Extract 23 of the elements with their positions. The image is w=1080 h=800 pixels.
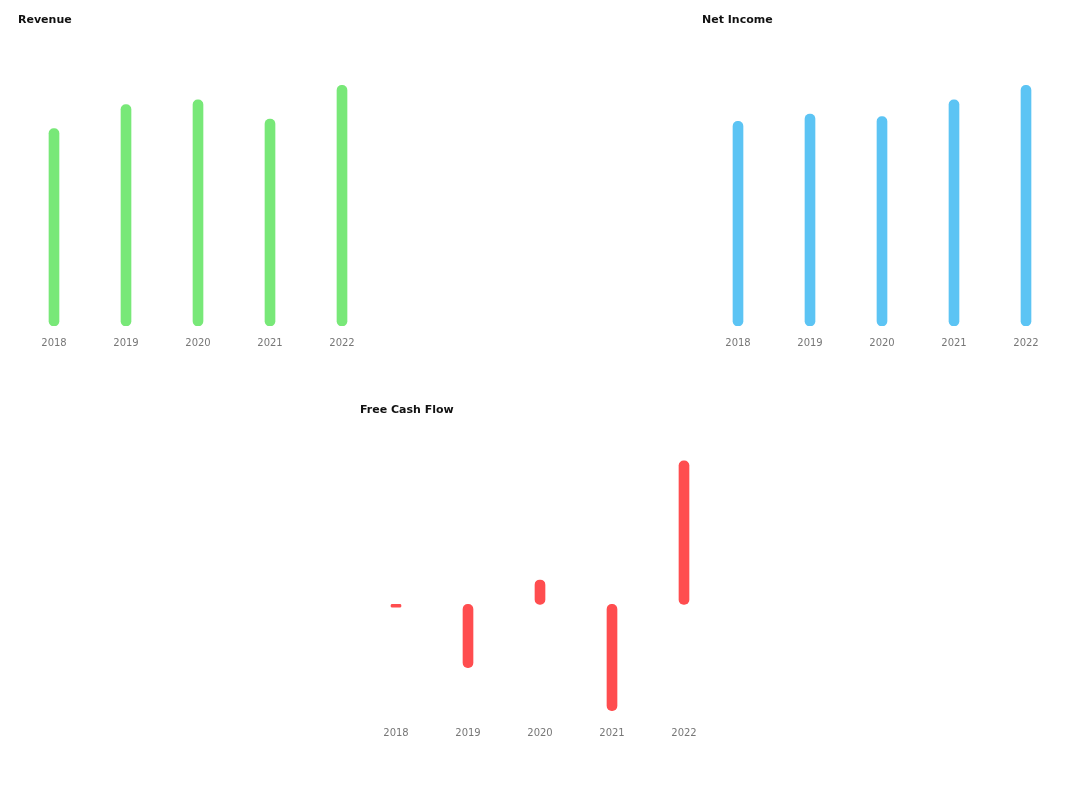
- x-tick-label: 2020: [869, 336, 895, 348]
- x-tick-label: 2018: [41, 336, 67, 348]
- bar: [192, 99, 204, 326]
- chart-title: Revenue: [18, 13, 72, 27]
- chart-title: Net Income: [702, 13, 773, 27]
- bar: [336, 84, 348, 326]
- x-tick-label: 2022: [329, 336, 355, 348]
- x-tick-label: 2019: [455, 726, 481, 738]
- bar: [120, 104, 132, 326]
- x-tick-label: 2018: [725, 336, 751, 348]
- x-tick-label: 2021: [599, 726, 625, 738]
- x-tick-label: 2020: [527, 726, 553, 738]
- x-tick-label: 2021: [941, 336, 967, 348]
- bar: [264, 118, 276, 326]
- x-tick-label: 2022: [1013, 336, 1039, 348]
- x-tick-label: 2019: [113, 336, 139, 348]
- x-tick-label: 2022: [671, 726, 697, 738]
- x-tick-label: 2019: [797, 336, 823, 348]
- chart-title: Free Cash Flow: [360, 403, 454, 417]
- x-tick-label: 2020: [185, 336, 211, 348]
- x-tick-label: 2021: [257, 336, 283, 348]
- x-tick-label: 2018: [383, 726, 409, 738]
- bar: [48, 128, 60, 326]
